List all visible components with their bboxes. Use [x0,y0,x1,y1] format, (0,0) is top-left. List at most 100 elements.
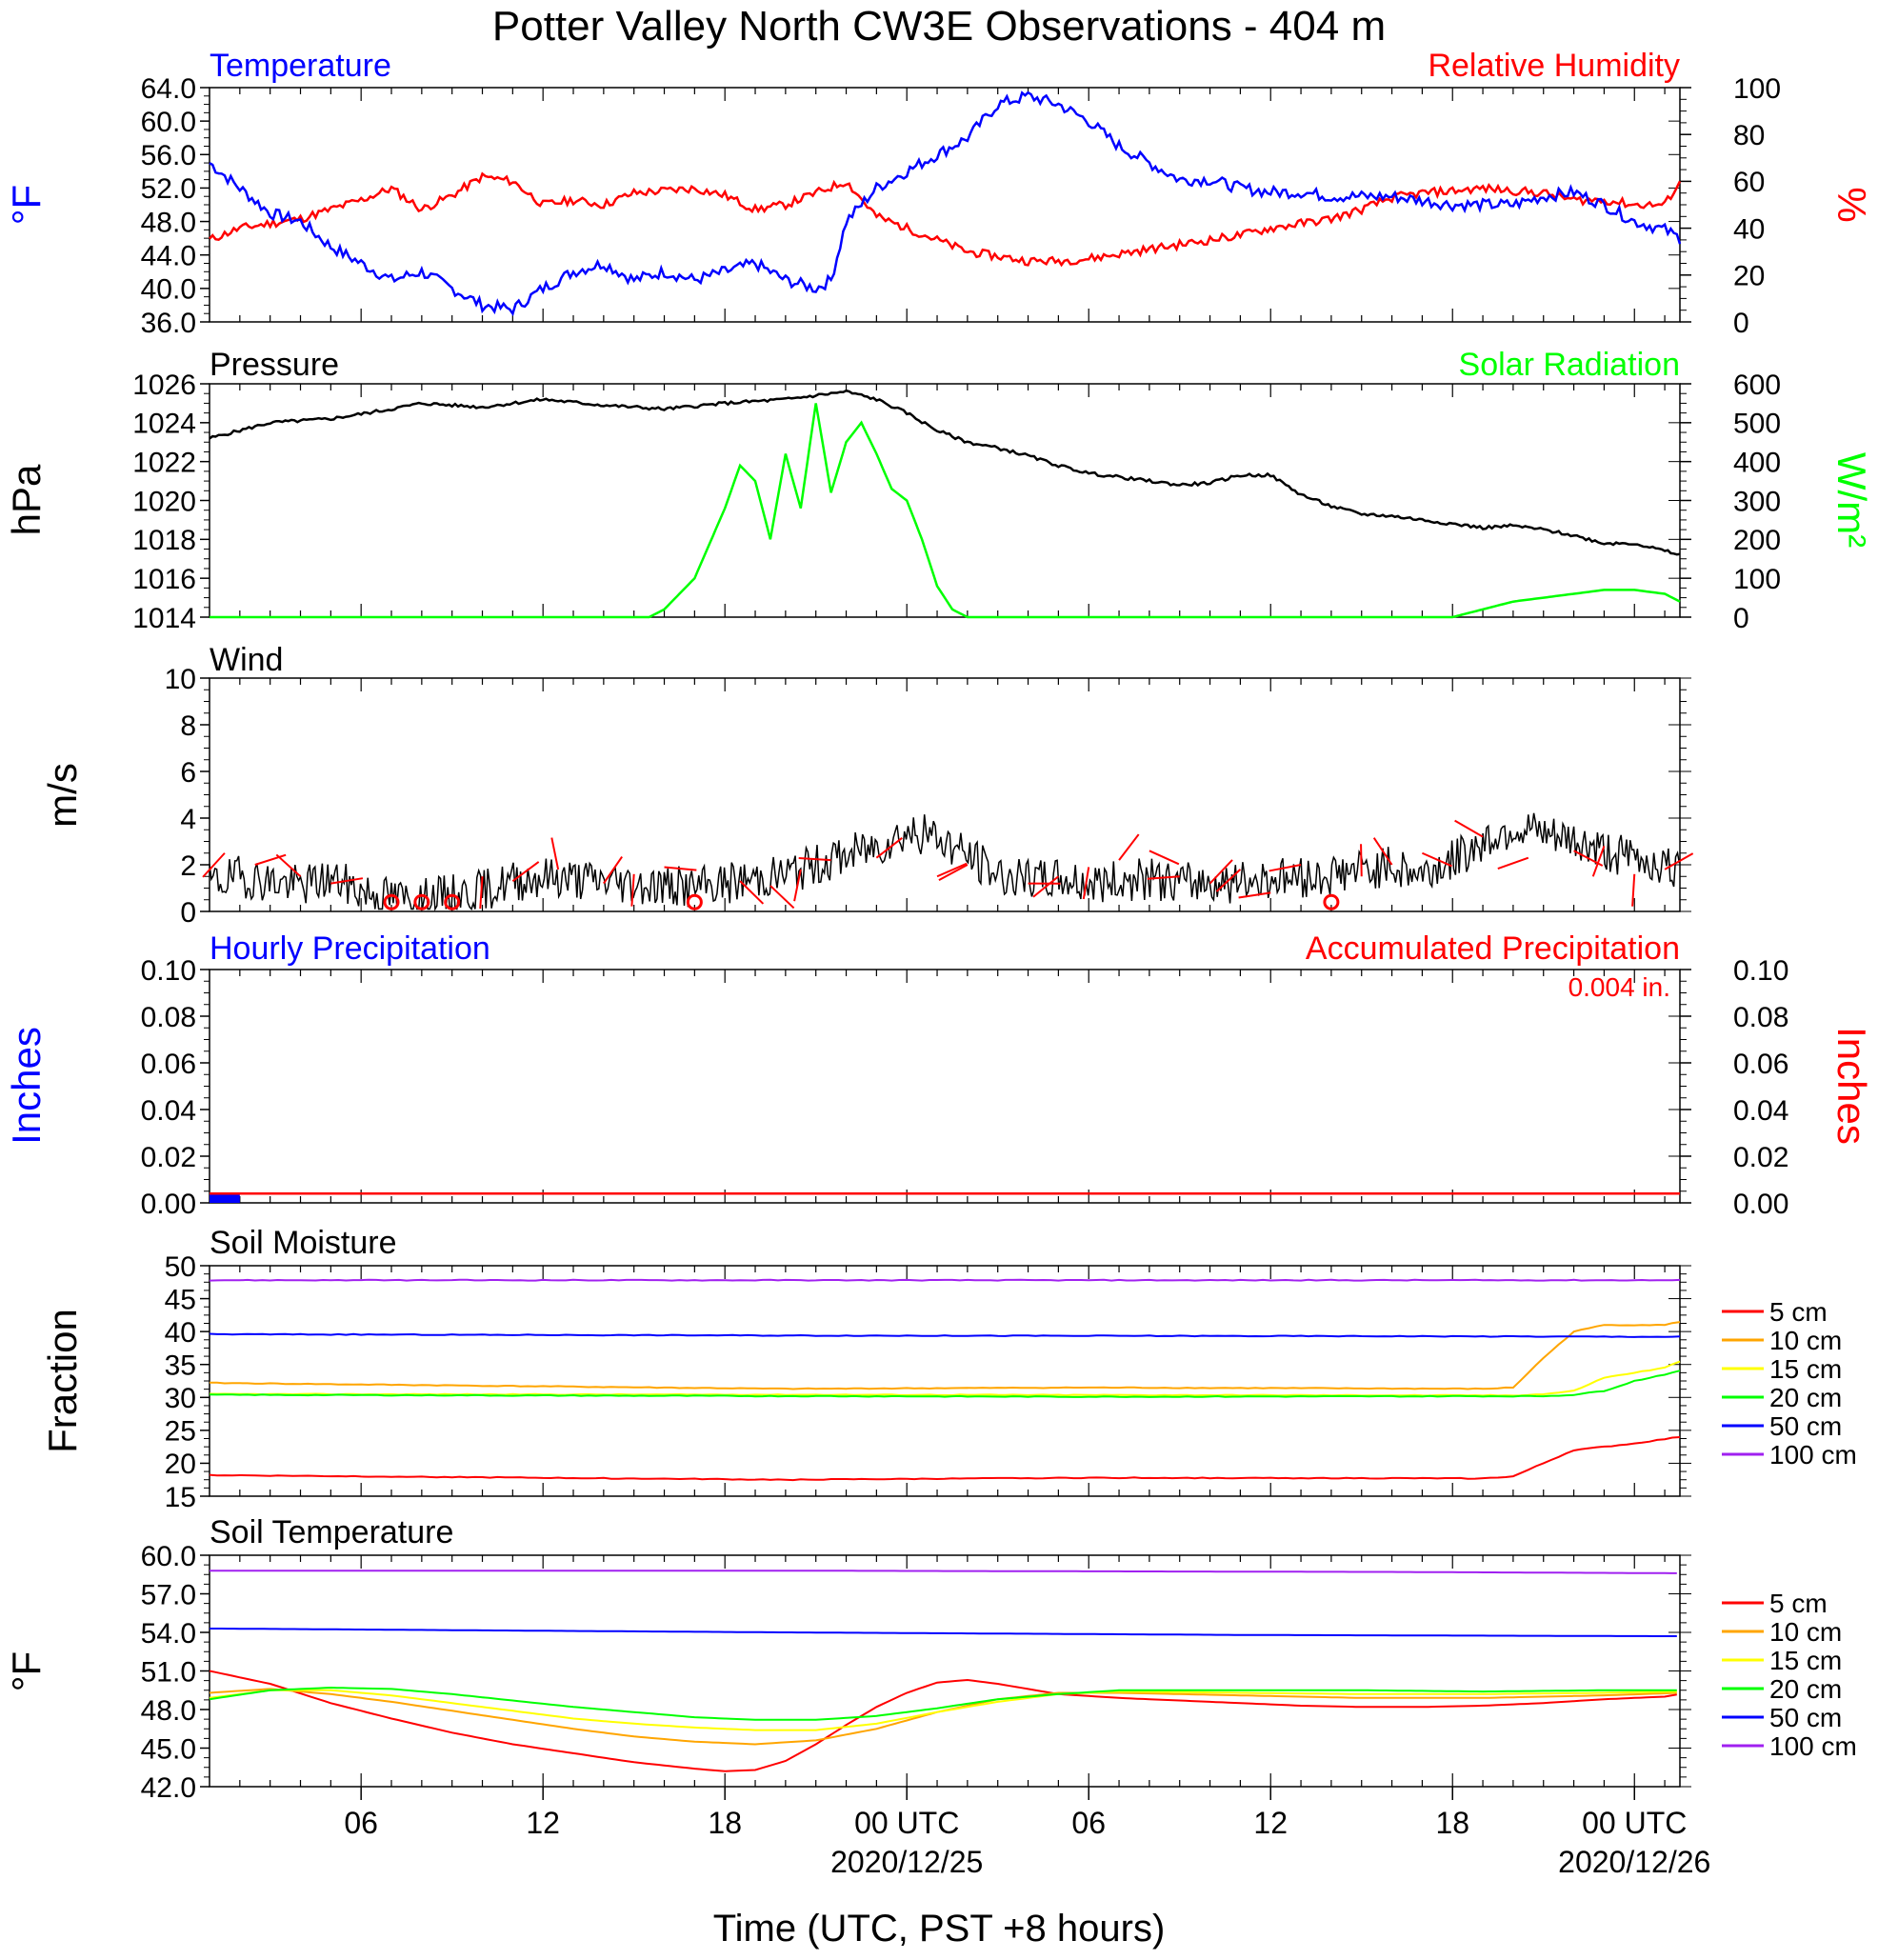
legend-label: 50 cm [1769,1411,1842,1441]
x-tick-date: 2020/12/25 [830,1845,983,1879]
wind-barb [1591,846,1606,877]
y-tick-label-left: 48.0 [141,1695,196,1727]
legend-label: 10 cm [1769,1326,1842,1355]
wind-barb [1238,891,1271,899]
wind-barb [330,877,364,885]
y-tick-label-left: 42.0 [141,1772,196,1804]
legend-label: 20 cm [1769,1383,1842,1412]
wind-barb [793,869,802,902]
y-tick-label-right: 0.10 [1733,955,1788,987]
y-tick-label-right: 100 [1733,73,1781,105]
wind-barb [1032,875,1060,898]
series-line-soil-moisture [210,1321,1681,1390]
series-line-soil-temperature [209,1670,1677,1772]
wind-barb [769,885,795,910]
panel-title-pressure: Pressure [210,347,339,383]
y-tick-label-right: 0.02 [1733,1142,1788,1173]
wind-barb [254,853,287,866]
wind-barb [275,853,302,877]
y-tick-label-right: 0.06 [1733,1049,1788,1080]
wind-calm-marker [383,893,400,910]
panel-title-wind: Wind [210,642,283,678]
wind-barb [603,856,623,885]
y-tick-label-right: 20 [1733,261,1765,292]
unit-accum-precip: Inches [1829,1027,1874,1145]
wind-barb [1082,867,1090,900]
precip-bar [210,1193,240,1203]
series-line-soil-moisture [209,1370,1681,1398]
x-axis-label: Time (UTC, PST +8 hours) [713,1908,1166,1950]
unit-temperature: °F [4,185,49,225]
legend-label: 100 cm [1769,1731,1857,1761]
unit-wind: m/s [40,763,85,828]
unit-solar: W/m² [1829,452,1874,548]
wind-barb [1149,850,1180,866]
series-line-soil-moisture [209,1332,1681,1338]
y-tick-label-left: 6 [180,757,196,789]
panel-precip: Hourly Precipitation Accumulated Precipit… [4,930,1874,1220]
y-tick-label-right: 0 [1733,308,1749,339]
unit-soil-moisture: Fraction [40,1309,85,1453]
unit-pressure: hPa [4,464,49,535]
y-tick-label-left: 0.08 [141,1002,196,1033]
wind-barb [1269,864,1302,872]
wind-calm-marker [1323,893,1340,910]
y-tick-label-right: 500 [1733,409,1781,440]
chart-title: Potter Valley North CW3E Observations - … [492,3,1386,50]
y-tick-label-left: 0.10 [141,955,196,987]
y-tick-label-left: 1016 [132,564,196,595]
legend-label: 15 cm [1769,1354,1842,1384]
wind-barb [739,880,765,905]
y-tick-label-left: 56.0 [141,140,196,171]
wind-barb [1631,873,1636,907]
y-tick-label-left: 44.0 [141,241,196,272]
y-tick-label-left: 40 [165,1317,196,1349]
y-tick-label-right: 80 [1733,120,1765,151]
panels: Temperature Relative Humidity 36.040.044.0… [4,48,1874,1804]
series-line-soil-temperature [210,1628,1677,1637]
wind-barb [798,857,831,862]
panel-title-temperature: Temperature [210,48,391,84]
y-tick-label-left: 36.0 [141,308,196,339]
y-tick-label-left: 35 [165,1350,196,1382]
y-tick-label-right: 0.08 [1733,1002,1788,1033]
x-tick-date: 2020/12/26 [1558,1845,1710,1879]
y-tick-label-right: 300 [1733,486,1781,517]
wind-barb [1664,852,1694,870]
y-tick-label-left: 48.0 [141,207,196,238]
y-tick-label-left: 10 [165,664,196,695]
y-tick-label-left: 45.0 [141,1733,196,1765]
x-axis: 06 12 18 00 UTC 2020/12/25 06 12 18 00 UTC 2020/1… [344,1787,1710,1879]
unit-soil-temperature: °F [4,1651,49,1691]
legend-label: 50 cm [1769,1703,1842,1732]
series-line-humidity [209,171,1682,268]
series-line-soil-temperature [209,1686,1677,1721]
y-tick-label-left: 1014 [132,603,196,634]
y-tick-label-left: 0.06 [141,1049,196,1080]
y-tick-label-right: 200 [1733,525,1781,556]
y-tick-label-right: 60 [1733,167,1765,198]
wind-barb [1147,875,1180,880]
x-tick-label: 00 UTC [854,1806,959,1840]
series-line-soil-moisture [209,1278,1681,1282]
y-tick-label-right: 0 [1733,603,1749,634]
series-line-soil-temperature [210,1570,1677,1574]
y-tick-label-left: 45 [165,1284,196,1315]
x-tick-label: 06 [1071,1806,1106,1840]
wind-barb [936,862,968,878]
series-line-temperature [209,90,1682,317]
legend-label: 20 cm [1769,1674,1842,1704]
wind-barb [1372,837,1393,866]
y-tick-label-left: 2 [180,850,196,882]
wind-barb [1118,833,1140,861]
y-tick-label-left: 1022 [132,447,196,478]
panel-title-solar: Solar Radiation [1459,347,1680,383]
wind-barb [875,837,903,859]
unit-hourly-precip: Inches [4,1027,49,1145]
panel-title-soil-temperature: Soil Temperature [210,1514,453,1550]
legend-label: 100 cm [1769,1440,1857,1470]
series-line-pressure [209,389,1681,556]
y-tick-label-left: 1026 [132,370,196,401]
panel-title-accum-precip: Accumulated Precipitation [1306,930,1680,967]
